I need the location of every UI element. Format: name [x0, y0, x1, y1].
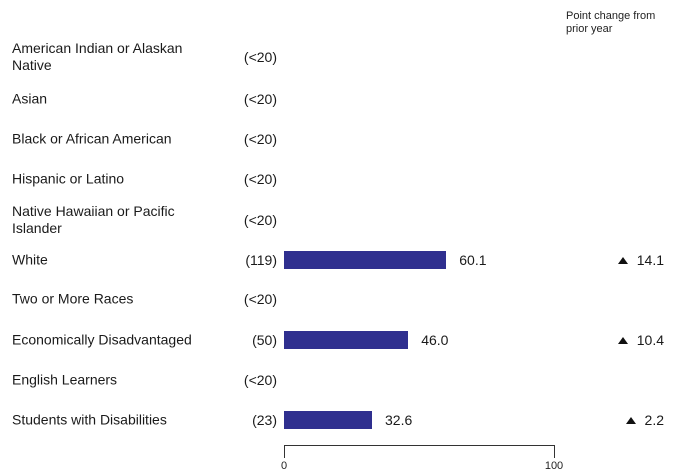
- x-tick-label: 0: [280, 460, 288, 472]
- row-label: Black or African American: [12, 130, 172, 147]
- row-label: Hispanic or Latino: [12, 170, 125, 187]
- x-axis-tick: [554, 445, 555, 458]
- bar-value-label: 60.1: [459, 252, 487, 268]
- row-count: (<20): [243, 372, 277, 388]
- point-change: 10.4: [617, 332, 664, 348]
- triangle-up-icon: [625, 416, 636, 424]
- point-change-value: 2.2: [644, 412, 664, 428]
- row-label: Asian: [12, 90, 48, 107]
- bar-row: Two or More Races (<20): [0, 284, 681, 314]
- bar-row: Asian (<20): [0, 84, 681, 114]
- row-count: (<20): [243, 91, 277, 107]
- row-label: White: [12, 251, 48, 268]
- row-count: (<20): [243, 49, 277, 65]
- row-count: (<20): [243, 131, 277, 147]
- bar: [284, 251, 447, 269]
- row-count: (<20): [243, 212, 277, 228]
- triangle-up-icon: [617, 336, 628, 344]
- point-change-header: Point change from prior year: [566, 10, 656, 35]
- row-count: (23): [252, 412, 277, 428]
- x-axis-line: [284, 445, 554, 446]
- bar-row: Students with Disabilities (23) 32.6 2.2: [0, 405, 681, 435]
- bar-row: Native Hawaiian or Pacific Islander (<20): [0, 203, 681, 236]
- bar-row: White (119) 60.1 14.1: [0, 245, 681, 275]
- point-change-value: 14.1: [636, 252, 664, 268]
- row-label: Two or More Races: [12, 290, 134, 307]
- bar-value-label: 32.6: [385, 412, 413, 428]
- row-count: (<20): [243, 291, 277, 307]
- bar-row: English Learners (<20): [0, 365, 681, 395]
- x-tick-label: 100: [544, 460, 564, 472]
- row-count: (<20): [243, 171, 277, 187]
- point-change-value: 10.4: [636, 332, 664, 348]
- row-label: English Learners: [12, 371, 118, 388]
- row-count: (119): [245, 252, 277, 268]
- x-axis-tick: [284, 445, 285, 458]
- bar-row: Black or African American (<20): [0, 124, 681, 154]
- point-change: 14.1: [617, 252, 664, 268]
- triangle-up-icon: [617, 256, 628, 264]
- row-label: Native Hawaiian or Pacific Islander: [12, 203, 175, 236]
- bar-row: Economically Disadvantaged (50) 46.0 10.4: [0, 325, 681, 355]
- bar-row: Hispanic or Latino (<20): [0, 164, 681, 194]
- bar: [284, 331, 409, 349]
- row-label: Students with Disabilities: [12, 411, 167, 428]
- bar: [284, 411, 373, 429]
- row-count: (50): [252, 332, 277, 348]
- bar-value-label: 46.0: [421, 332, 449, 348]
- row-label: Economically Disadvantaged: [12, 331, 192, 348]
- point-change: 2.2: [625, 412, 664, 428]
- row-label: American Indian or Alaskan Native: [12, 40, 183, 73]
- bar-row: American Indian or Alaskan Native (<20): [0, 40, 681, 73]
